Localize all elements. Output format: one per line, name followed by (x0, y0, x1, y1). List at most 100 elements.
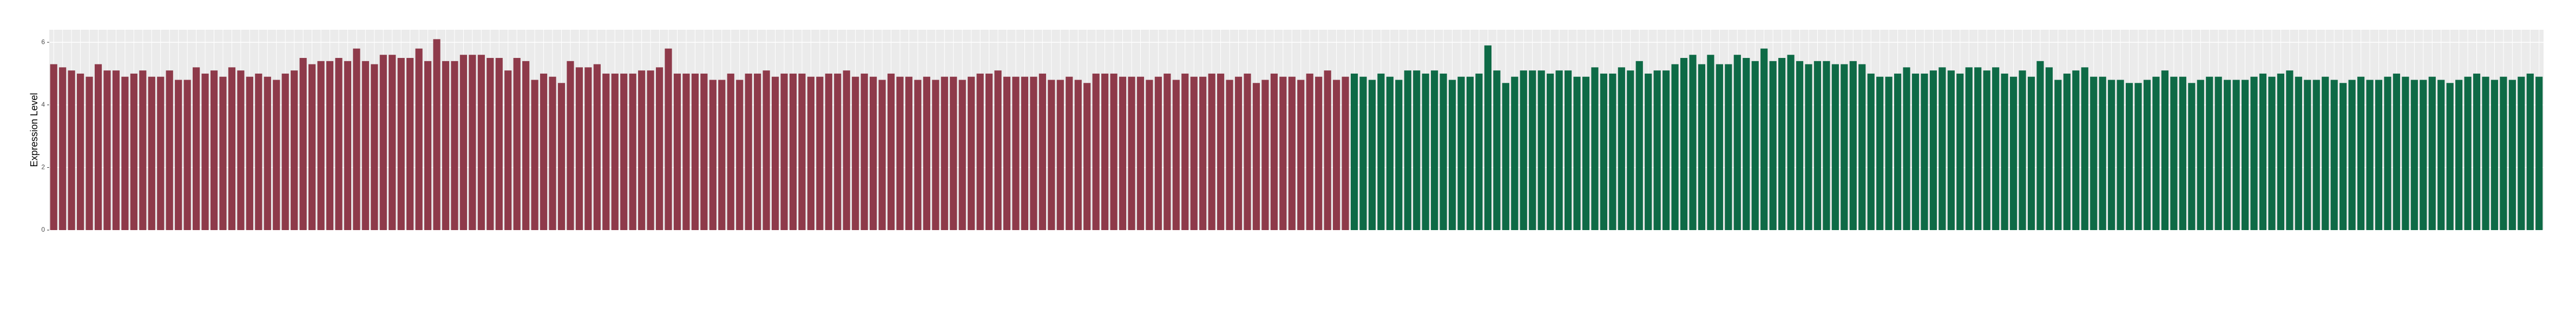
y-tick-label: 2 (41, 163, 45, 171)
bar (2428, 76, 2436, 230)
bar (843, 70, 850, 230)
bar (1413, 70, 1421, 230)
bar (1849, 61, 1857, 230)
bar (647, 70, 654, 230)
bar (2526, 73, 2534, 230)
bar (415, 48, 423, 230)
bar (958, 80, 966, 230)
bar (504, 70, 512, 230)
bar (2241, 80, 2249, 230)
bar (1270, 73, 1278, 230)
bar (1466, 76, 1474, 230)
bar (1689, 55, 1697, 230)
bar (353, 48, 360, 230)
bar (2322, 76, 2329, 230)
bar (1359, 76, 1367, 230)
bar (2340, 83, 2347, 230)
bar (2206, 76, 2213, 230)
bar (620, 73, 628, 230)
bar (2125, 83, 2133, 230)
bar (682, 73, 690, 230)
bar (1332, 80, 1340, 230)
bar (1342, 76, 1349, 230)
bar (1929, 70, 1937, 230)
bar (228, 67, 236, 230)
bar (1867, 73, 1875, 230)
bar (273, 80, 280, 230)
bar (1911, 73, 1920, 230)
bar (994, 70, 1002, 230)
bar (2108, 80, 2115, 230)
bar (2375, 80, 2383, 230)
bar (1440, 73, 1447, 230)
bar (1618, 67, 1625, 230)
bar (1083, 83, 1091, 230)
bar (2304, 80, 2311, 230)
bar (834, 73, 842, 230)
y-tick-label: 0 (41, 226, 45, 233)
bar (1110, 73, 1118, 230)
bar (1662, 70, 1670, 230)
bar (1386, 76, 1394, 230)
bar (1564, 70, 1572, 230)
bar (878, 80, 886, 230)
bar (2268, 76, 2276, 230)
bar (477, 55, 485, 230)
bar (1725, 64, 1732, 230)
bar (2019, 70, 2026, 230)
bar (2437, 80, 2445, 230)
bar (371, 64, 378, 230)
bar (1511, 76, 1519, 230)
bar (459, 55, 468, 230)
bar (870, 76, 877, 230)
bar (531, 80, 538, 230)
bar (1324, 70, 1331, 230)
bar (1858, 64, 1866, 230)
bar (932, 80, 939, 230)
bar (183, 80, 191, 230)
bar (1199, 76, 1207, 230)
bar (1493, 70, 1501, 230)
bar (1350, 73, 1358, 230)
bar (2366, 80, 2374, 230)
bar (1921, 73, 1928, 230)
bar (1181, 73, 1189, 230)
bar (1128, 76, 1135, 230)
bar (1164, 73, 1171, 230)
bar (1600, 73, 1607, 230)
bar (1653, 70, 1661, 230)
bar (789, 73, 797, 230)
bar (2490, 80, 2499, 230)
bar (665, 48, 672, 230)
bar (2277, 73, 2284, 230)
bar (335, 58, 343, 230)
bar (1547, 73, 1554, 230)
bar (1457, 76, 1465, 230)
bar (103, 70, 111, 230)
bar (1172, 80, 1180, 230)
bar (1244, 73, 1251, 230)
bar (1965, 67, 1973, 230)
bar (1279, 76, 1287, 230)
bar (1609, 73, 1616, 230)
bar (1992, 67, 2000, 230)
bar (887, 73, 895, 230)
bar (1030, 76, 1037, 230)
bar (673, 73, 681, 230)
bar (495, 58, 503, 230)
bar (923, 76, 930, 230)
bar (771, 76, 779, 230)
bar (1645, 73, 1652, 230)
bar (860, 73, 868, 230)
bar (2420, 80, 2427, 230)
bar (584, 67, 592, 230)
bar (2446, 83, 2454, 230)
bar (2384, 76, 2391, 230)
bar (1039, 73, 1046, 230)
bar (513, 58, 521, 230)
bar (442, 61, 450, 230)
bar (1003, 76, 1011, 230)
bar (718, 80, 726, 230)
bar (2197, 80, 2204, 230)
